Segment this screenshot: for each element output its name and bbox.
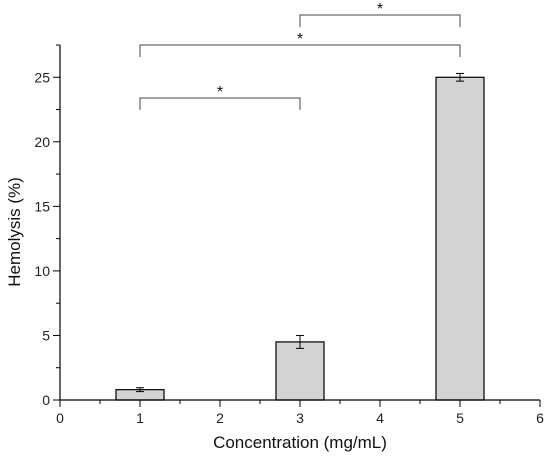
- y-axis-title: Hemolysis (%): [5, 177, 24, 287]
- axes: 0 1 2 3 4 5 6 0 5 10 15 20 25: [34, 44, 544, 426]
- bar-5: [435, 76, 485, 401]
- bars: [115, 76, 485, 401]
- y-tick-label-20: 20: [34, 134, 50, 150]
- x-tick-label-1: 1: [136, 410, 144, 426]
- significance-label-3-5: *: [377, 1, 383, 18]
- x-tick-label-6: 6: [536, 410, 544, 426]
- y-tick-label-25: 25: [34, 69, 50, 85]
- y-tick-label-10: 10: [34, 263, 50, 279]
- x-tick-label-3: 3: [296, 410, 304, 426]
- significance-brackets: * * *: [139, 1, 461, 110]
- y-tick-label-15: 15: [34, 198, 50, 214]
- x-tick-label-5: 5: [456, 410, 464, 426]
- y-tick-label-5: 5: [42, 327, 50, 343]
- x-tick-label-0: 0: [56, 410, 64, 426]
- y-tick-label-0: 0: [42, 392, 50, 408]
- significance-label-1-5: *: [297, 31, 303, 48]
- x-tick-label-2: 2: [216, 410, 224, 426]
- bar-3: [275, 341, 325, 401]
- significance-bracket-1-3: [139, 97, 301, 110]
- x-tick-label-4: 4: [376, 410, 384, 426]
- error-bars: [136, 72, 464, 393]
- significance-label-1-3: *: [217, 84, 223, 101]
- significance-bracket-1-5: [139, 44, 461, 57]
- x-axis-title: Concentration (mg/mL): [213, 433, 387, 452]
- significance-bracket-3-5: [299, 14, 461, 27]
